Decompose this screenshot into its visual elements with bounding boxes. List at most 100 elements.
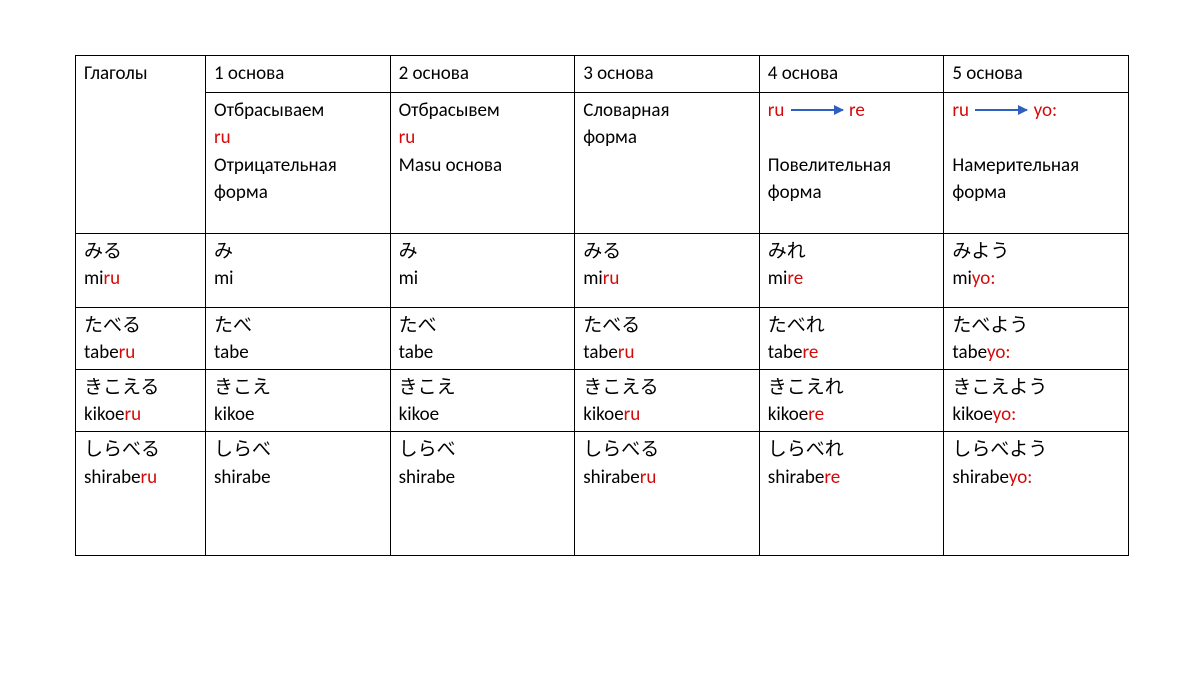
jp: たべよう <box>952 314 1028 337</box>
text-highlight: ru <box>214 126 231 149</box>
arrow-icon <box>791 109 843 111</box>
rom: shirabe <box>952 466 1008 489</box>
rom-suffix: ru <box>141 466 158 489</box>
text-highlight: ru <box>399 126 416 149</box>
cell: みるmiru <box>76 233 206 307</box>
rom: kikoe <box>399 403 439 426</box>
rom: mi <box>768 267 788 290</box>
arrow-from: ru <box>952 99 969 122</box>
header-base-1: 1 основа <box>206 56 391 93</box>
rom: tabe <box>768 341 803 364</box>
header-desc-5: ru yo: Намерительная форма <box>944 92 1129 233</box>
header-base-4: 4 основа <box>759 56 944 93</box>
jp: たべ <box>214 314 252 337</box>
table-row: きこえるkikoeru きこえkikoe きこえkikoe きこえるkikoer… <box>76 369 1129 431</box>
jp: きこえる <box>84 376 159 399</box>
jp: みよう <box>952 240 1009 263</box>
jp: しらべる <box>84 438 160 461</box>
rom-suffix: ru <box>603 267 620 290</box>
header-verbs: Глаголы <box>76 56 206 234</box>
text: форма <box>583 126 637 149</box>
cell: たべ tabe <box>206 307 391 369</box>
arrow-from: ru <box>768 99 785 122</box>
rom-suffix: re <box>802 341 818 364</box>
jp: みる <box>84 240 122 263</box>
text: Намерительная <box>952 154 1079 177</box>
jp: しらべ <box>399 438 456 461</box>
jp: たべ <box>399 314 437 337</box>
cell: たべるtaberu <box>76 307 206 369</box>
cell: しらべるshiraberu <box>575 432 760 556</box>
rom: mi <box>952 267 972 290</box>
rom: kikoe <box>952 403 992 426</box>
rom: kikoe <box>768 403 808 426</box>
table-row: みるmiru みmi みmi みるmiru みれmire みようmiyo: <box>76 233 1129 307</box>
jp: みれ <box>768 240 806 263</box>
cell: たべれ tabere <box>759 307 944 369</box>
rom-suffix: yo: <box>1009 466 1032 489</box>
rom-suffix: ru <box>104 267 121 290</box>
jp: きこえる <box>583 376 658 399</box>
cell: みmi <box>390 233 575 307</box>
table-header-row-1: Глаголы 1 основа 2 основа 3 основа 4 осн… <box>76 56 1129 93</box>
rom: kikoe <box>84 403 124 426</box>
table-row: しらべるshiraberu しらべshirabe しらべshirabe しらべる… <box>76 432 1129 556</box>
jp: きこえ <box>214 376 271 399</box>
arrow-icon <box>975 109 1027 111</box>
cell: たべ tabe <box>390 307 575 369</box>
cell: み mi <box>206 233 391 307</box>
arrow-to: yo: <box>1034 99 1057 122</box>
text: Повелительная <box>768 154 891 177</box>
jp: たべる <box>583 314 640 337</box>
jp: きこえよう <box>952 376 1047 399</box>
rom: kikoe <box>214 403 254 426</box>
header-desc-4: ru re Повелительная форма <box>759 92 944 233</box>
cell: みるmiru <box>575 233 760 307</box>
jp: み <box>214 240 233 263</box>
cell: きこえよう kikoeyo: <box>944 369 1129 431</box>
rom: mi <box>399 267 419 290</box>
rom: shirabe <box>768 466 825 489</box>
text: Отбрасывем <box>399 99 500 122</box>
rom: tabe <box>583 341 618 364</box>
rom: mi <box>214 267 234 290</box>
header-base-2: 2 основа <box>390 56 575 93</box>
rom: shirabe <box>214 466 271 489</box>
text: форма <box>768 181 822 204</box>
text: форма <box>952 181 1006 204</box>
text: Словарная <box>583 99 669 122</box>
header-desc-3: Словарная форма <box>575 92 760 233</box>
verb-table-container: Глаголы 1 основа 2 основа 3 основа 4 осн… <box>0 0 1204 556</box>
jp: みる <box>583 240 621 263</box>
rom-suffix: ru <box>640 466 657 489</box>
rom-suffix: yo: <box>993 403 1016 426</box>
cell: きこえれkikoere <box>759 369 944 431</box>
rom: tabe <box>214 341 249 364</box>
cell: しらべようshirabeyo: <box>944 432 1129 556</box>
text: Masu основа <box>399 154 503 177</box>
jp: しらべ <box>214 438 271 461</box>
cell: きこえるkikoeru <box>575 369 760 431</box>
rom: tabe <box>952 341 987 364</box>
cell: きこえ kikoe <box>206 369 391 431</box>
rom-suffix: ru <box>119 341 136 364</box>
table-row: たべるtaberu たべtabe たべtabe たべるtaberu たべれtab… <box>76 307 1129 369</box>
cell: きこえkikoe <box>390 369 575 431</box>
table-header-row-2: Отбрасываем ru Отрицательная форма Отбра… <box>76 92 1129 233</box>
rom-suffix: re <box>787 267 803 290</box>
rom-suffix: yo: <box>987 341 1010 364</box>
cell: みようmiyo: <box>944 233 1129 307</box>
rom: tabe <box>399 341 434 364</box>
cell: みれ mire <box>759 233 944 307</box>
cell: たべよう tabeyo: <box>944 307 1129 369</box>
verb-conjugation-table: Глаголы 1 основа 2 основа 3 основа 4 осн… <box>75 55 1129 556</box>
text: Отрицательная <box>214 154 337 177</box>
rom: tabe <box>84 341 119 364</box>
jp: たべれ <box>768 314 825 337</box>
rom-suffix: ru <box>618 341 635 364</box>
text: Отбрасываем <box>214 99 324 122</box>
rom: shirabe <box>84 466 141 489</box>
header-base-5: 5 основа <box>944 56 1129 93</box>
rom-suffix: re <box>824 466 840 489</box>
rom: shirabe <box>399 466 456 489</box>
